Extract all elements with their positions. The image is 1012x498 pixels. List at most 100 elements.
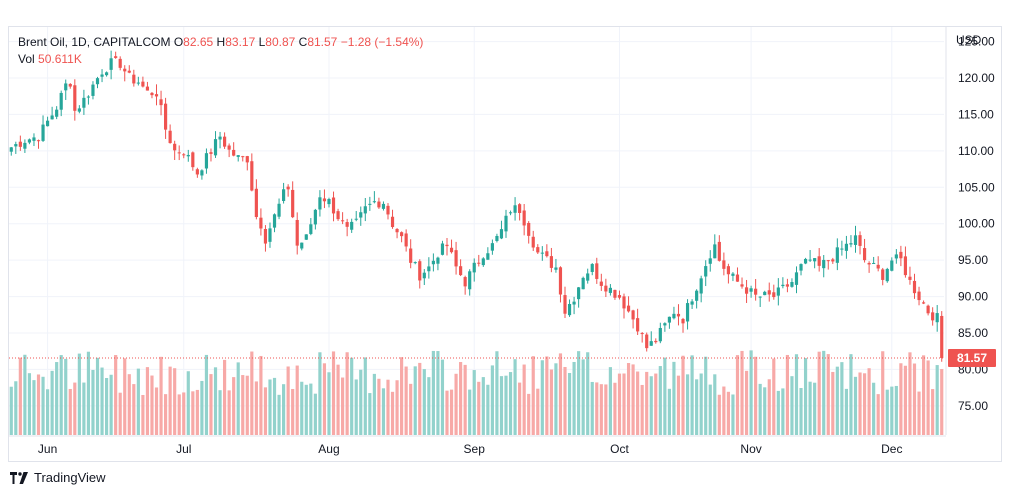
brand-label[interactable]: TradingView <box>34 470 106 485</box>
volume-bar <box>726 391 730 435</box>
candle-body <box>545 251 549 257</box>
volume-bar <box>350 357 354 435</box>
volume-bar <box>309 383 313 435</box>
volume-bar <box>722 386 726 435</box>
volume-bar <box>59 355 63 435</box>
volume-bar <box>282 384 286 435</box>
volume-bar <box>118 392 122 435</box>
volume-bar <box>454 373 458 435</box>
grid-lines <box>9 27 944 435</box>
volume-bar <box>236 362 240 435</box>
candle-body <box>73 85 77 111</box>
volume-bar <box>186 371 190 435</box>
volume-bar <box>200 380 204 435</box>
candle-body <box>676 313 681 317</box>
candle-body <box>890 260 894 271</box>
candle-body <box>104 72 109 76</box>
candle-body <box>50 115 54 120</box>
symbol-label[interactable]: Brent Oil, 1D, CAPITALCOM <box>18 35 171 49</box>
volume-bar <box>327 372 331 435</box>
candle-body <box>232 149 236 156</box>
volume-bar <box>567 373 572 435</box>
volume-bar <box>223 359 227 435</box>
candle-body <box>191 152 195 168</box>
candle-body <box>636 318 640 332</box>
volume-bar <box>749 350 753 435</box>
candle-body <box>177 152 181 154</box>
volume-bar <box>418 362 422 435</box>
volume-bar <box>422 369 426 435</box>
last-price-tag <box>948 348 996 367</box>
candle-body <box>590 264 594 272</box>
volume-bar <box>599 384 603 435</box>
last-price-label: 81.57 <box>957 351 987 365</box>
candle-body <box>168 130 172 144</box>
time-tick-label: Jun <box>38 442 57 456</box>
volume-bar <box>785 354 789 435</box>
candle-body <box>173 143 177 151</box>
volume-bar <box>536 388 540 435</box>
volume-bar <box>477 381 481 435</box>
candle-body <box>921 302 926 304</box>
volume-label[interactable]: Vol <box>18 52 35 66</box>
candle-body <box>572 301 576 305</box>
price-tick-label: 105.00 <box>958 180 995 194</box>
candle-body <box>844 243 849 251</box>
candle-body <box>418 261 422 281</box>
volume-bar <box>890 386 894 435</box>
candle-body <box>622 296 626 309</box>
candle-body <box>200 170 204 176</box>
volume-bar <box>735 355 740 435</box>
volume-bar <box>744 370 749 435</box>
volume-bar <box>931 389 935 435</box>
chart-frame[interactable] <box>8 26 1002 462</box>
volume-bar <box>272 377 277 435</box>
candle-body <box>554 267 558 270</box>
volume-bar <box>377 378 381 435</box>
volume-bar <box>191 391 195 435</box>
volume-bar <box>409 383 413 435</box>
candle-body <box>209 152 213 154</box>
candle-body <box>917 291 921 301</box>
volume-value: 50.611K <box>38 52 82 66</box>
candle-body <box>118 58 122 68</box>
candle-body <box>404 233 408 247</box>
candle-body <box>536 247 540 253</box>
candle-body <box>154 94 159 97</box>
tradingview-logo-icon[interactable] <box>10 471 28 484</box>
volume-bar <box>277 394 281 435</box>
candle-body <box>935 313 939 323</box>
candle-body <box>86 96 91 98</box>
volume-bar <box>676 375 681 435</box>
candle-body <box>754 288 758 295</box>
volume-row: Vol 50.611K <box>18 51 423 68</box>
candle-body <box>436 257 440 264</box>
candle-body <box>640 333 644 335</box>
volume-bar <box>213 367 218 435</box>
candle-body <box>141 81 145 87</box>
volume-bar <box>204 354 209 435</box>
volume-bar <box>813 382 817 435</box>
candle-body <box>159 99 163 106</box>
volume-bar <box>808 381 812 435</box>
volume-bar <box>699 373 703 435</box>
candle-body <box>291 189 295 218</box>
candle-body <box>109 58 113 70</box>
candle-body <box>218 136 222 140</box>
candle-body <box>313 209 317 225</box>
volume-bar <box>141 394 145 435</box>
volume-bar <box>581 359 585 435</box>
volume-bar <box>14 381 18 435</box>
candle-body <box>223 136 227 147</box>
time-tick-label: Oct <box>610 442 629 456</box>
candle-body <box>722 260 726 269</box>
candle-body <box>195 169 199 175</box>
candle-body <box>940 315 944 358</box>
candle-body <box>549 256 553 268</box>
candle-body <box>631 310 635 320</box>
candle-body <box>799 264 803 271</box>
candle-body <box>41 124 45 141</box>
candle-body <box>449 247 454 253</box>
volume-bar <box>708 384 712 435</box>
